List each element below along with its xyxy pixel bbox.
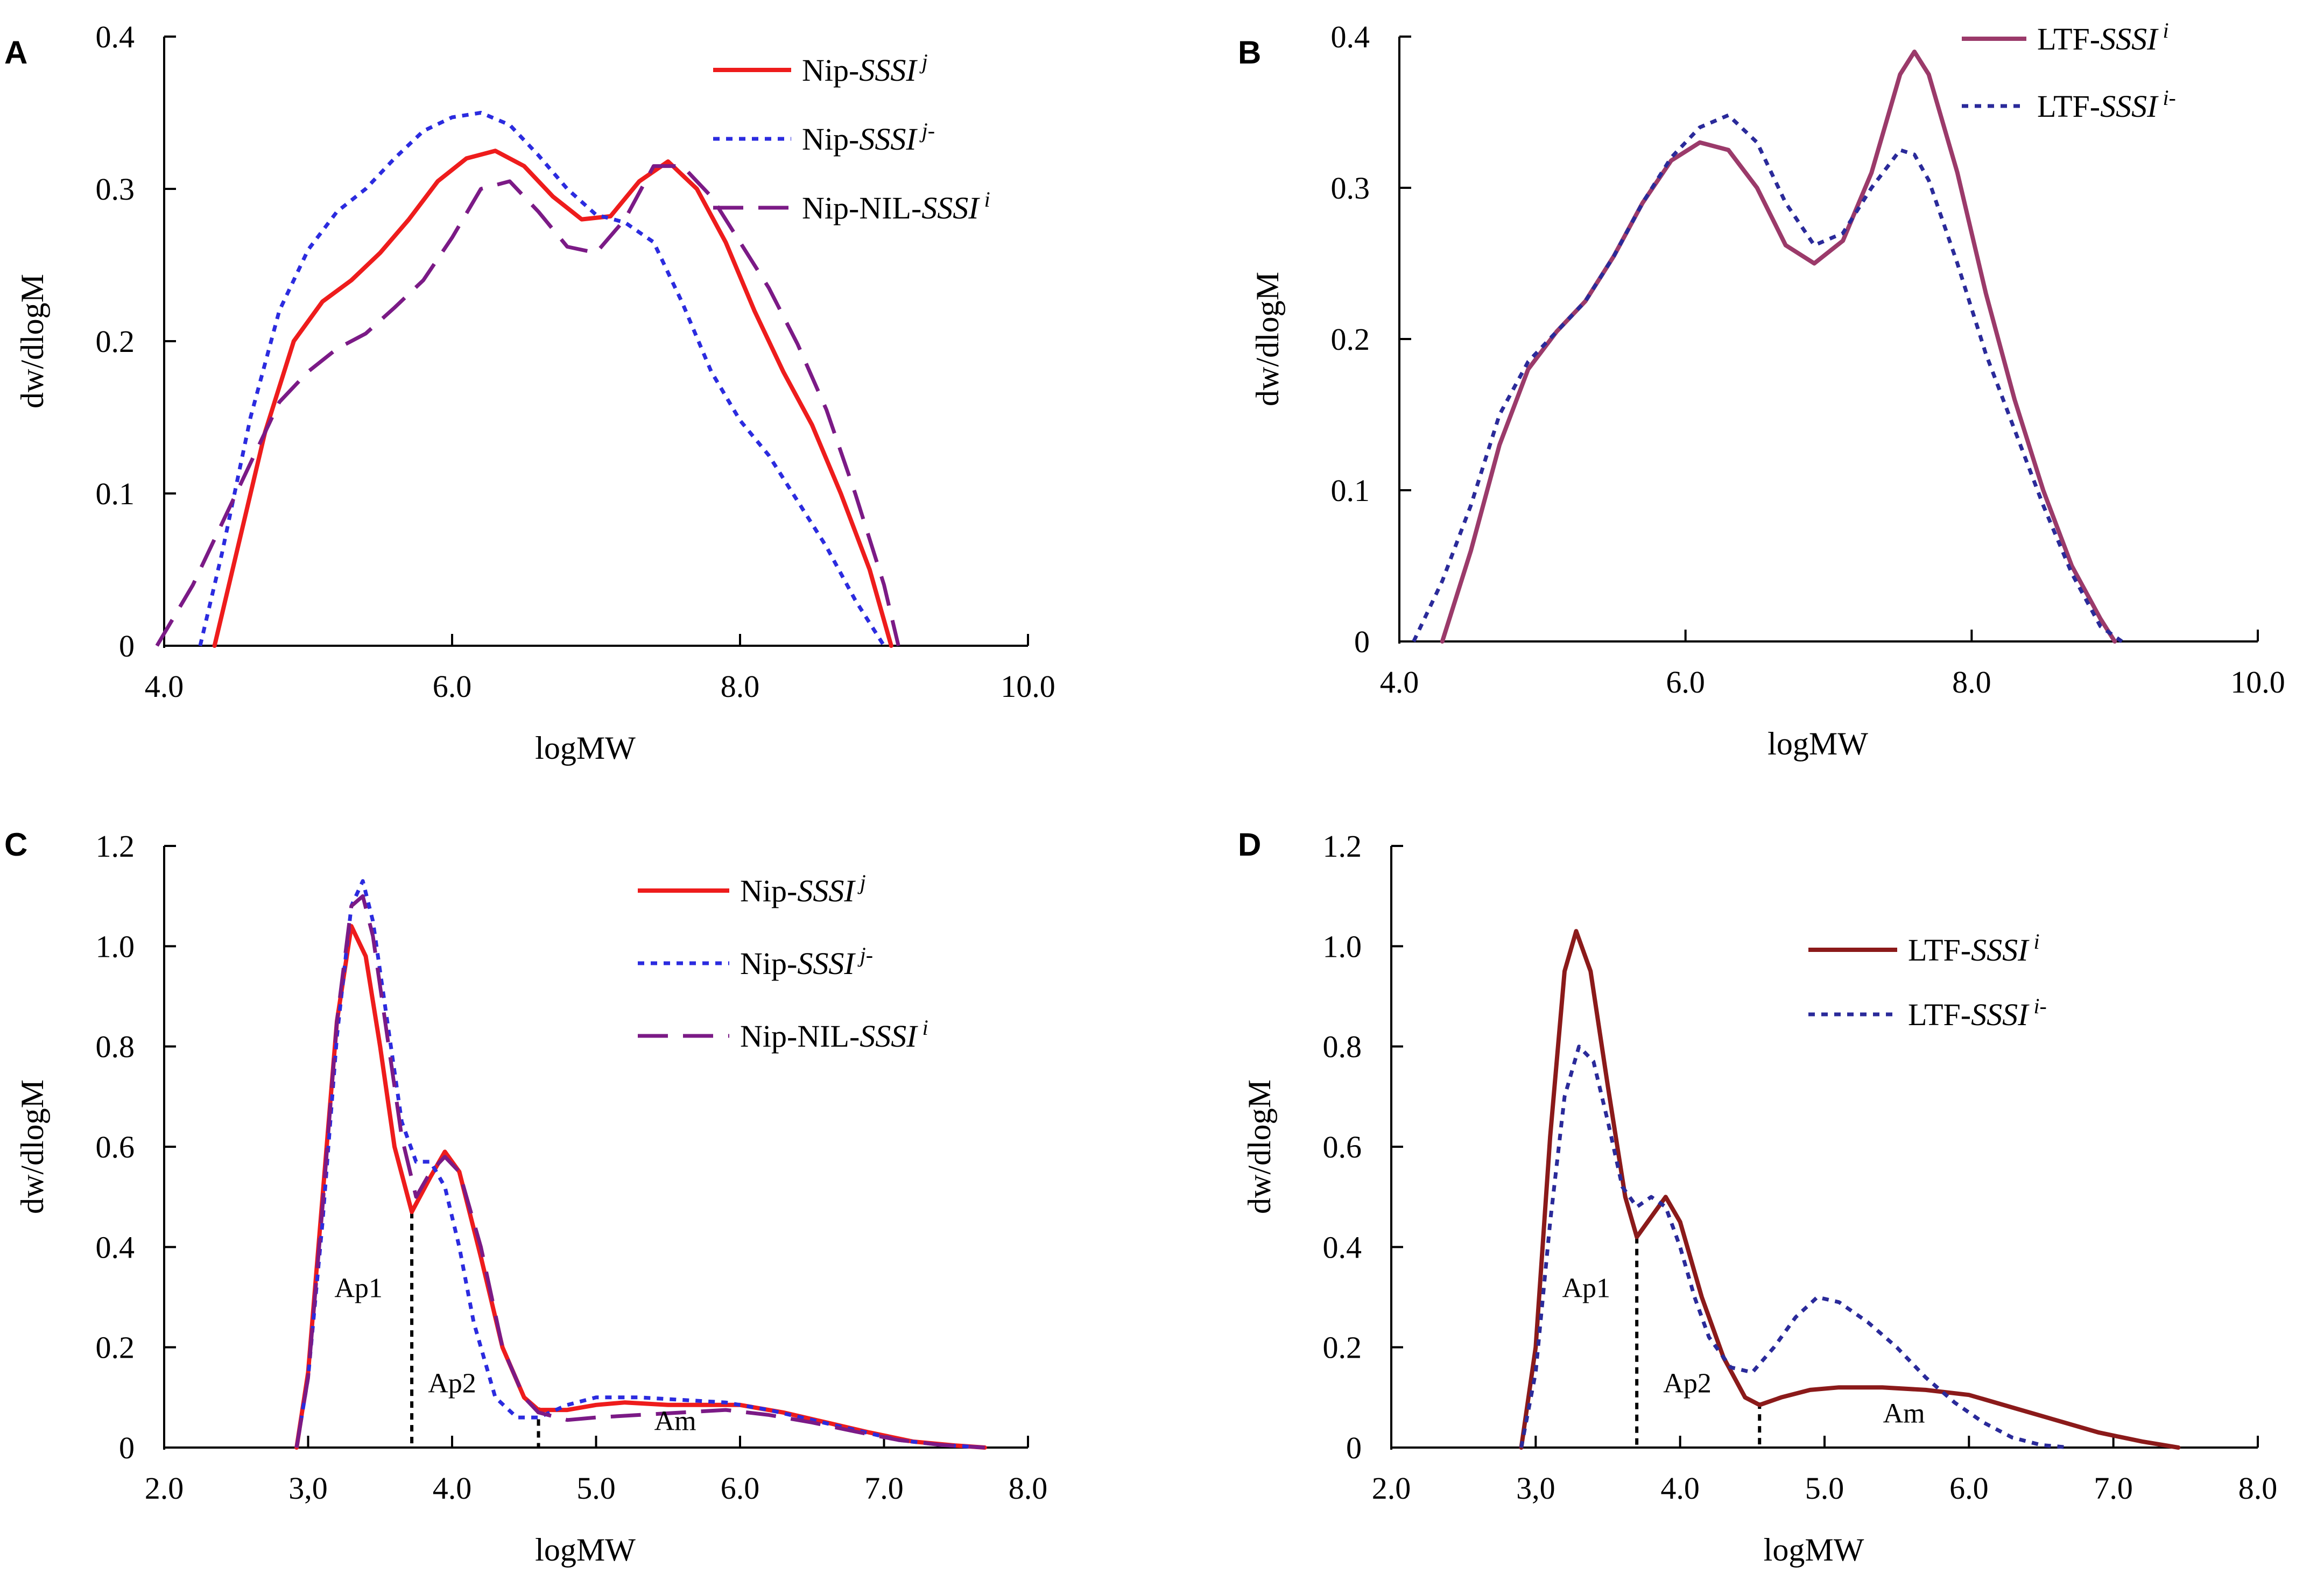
region-label: Ap2 xyxy=(1663,1368,1712,1399)
y-tick-label: 0.1 xyxy=(96,476,135,511)
series-line xyxy=(1519,1044,2071,1450)
y-tick-label: 0.4 xyxy=(96,1230,135,1265)
y-axis-label: dw/dlogM xyxy=(1242,1079,1277,1214)
y-tick-label: 1.2 xyxy=(1323,829,1362,864)
x-axis-label: logMW xyxy=(535,730,636,766)
y-tick-label: 0 xyxy=(119,629,135,664)
y-tick-label: 0.2 xyxy=(1331,322,1370,357)
y-tick-label: 0.6 xyxy=(1323,1130,1362,1165)
y-tick-label: 0 xyxy=(1354,624,1370,659)
region-label: Am xyxy=(654,1406,696,1436)
y-tick-label: 0.2 xyxy=(1323,1330,1362,1365)
panel-letter: A xyxy=(4,34,27,70)
legend-label: Nip-NIL-SSSI i xyxy=(740,1015,928,1054)
x-tick-label: 10.0 xyxy=(1001,669,1055,704)
y-tick-label: 0.6 xyxy=(96,1130,135,1165)
x-tick-label: 8.0 xyxy=(1009,1471,1048,1506)
legend-label: Nip-SSSI j xyxy=(740,870,866,908)
x-tick-label: 8.0 xyxy=(1952,665,1991,700)
y-axis-label: dw/dlogM xyxy=(1250,272,1285,406)
x-tick-label: 4.0 xyxy=(1380,665,1419,700)
series-line xyxy=(198,111,886,647)
y-tick-label: 1.2 xyxy=(96,829,135,864)
legend: Nip-SSSI j Nip-SSSI j- Nip-NIL-SSSI i xyxy=(638,870,928,1054)
y-tick-label: 0.3 xyxy=(1331,171,1370,206)
x-tick-label: 4.0 xyxy=(145,669,184,704)
legend-label: Nip-SSSI j- xyxy=(740,943,873,981)
y-tick-label: 0.8 xyxy=(1323,1029,1362,1064)
x-tick-label: 4.0 xyxy=(1660,1471,1700,1506)
region-label: Am xyxy=(1883,1398,1925,1429)
x-tick-label: 3,0 xyxy=(1516,1471,1555,1506)
panel-letter: B xyxy=(1238,34,1261,70)
region-label: Ap2 xyxy=(428,1368,476,1399)
series-line xyxy=(294,879,985,1450)
y-tick-label: 0.4 xyxy=(96,19,135,54)
x-axis-label: logMW xyxy=(1764,1532,1864,1568)
y-tick-label: 0.4 xyxy=(1323,1230,1362,1265)
x-tick-label: 5.0 xyxy=(1805,1471,1844,1506)
series-line xyxy=(1519,929,2181,1450)
legend: LTF-SSSI i LTF-SSSI i- xyxy=(1962,18,2176,124)
region-label: Ap1 xyxy=(334,1273,383,1304)
y-axis-label: dw/dlogM xyxy=(15,1079,50,1214)
legend-label: LTF-SSSI i- xyxy=(1908,994,2047,1032)
legend-label: LTF-SSSI i xyxy=(2037,18,2169,57)
series-line xyxy=(1412,113,2123,643)
x-tick-label: 8.0 xyxy=(721,669,760,704)
y-tick-label: 0.8 xyxy=(96,1029,135,1064)
y-tick-label: 0.4 xyxy=(1331,19,1370,54)
chart-panel-c: C 0 0.2 0.4 0.6 0.8 1.0 1.2 2.0 3,0 4.0 5.0 6.0 7.0 8.… xyxy=(4,827,1047,1568)
legend: Nip-SSSI j Nip-SSSI j- Nip-NIL-SSSI i xyxy=(713,50,990,225)
y-tick-label: 1.0 xyxy=(1323,929,1362,964)
y-axis-label: dw/dlogM xyxy=(15,274,50,408)
series-line xyxy=(294,894,985,1450)
x-tick-label: 8.0 xyxy=(2238,1471,2278,1506)
x-tick-label: 6.0 xyxy=(433,669,472,704)
y-tick-label: 0.3 xyxy=(96,172,135,207)
panel-letter: D xyxy=(1238,827,1261,863)
x-tick-label: 2.0 xyxy=(1372,1471,1411,1506)
series-line xyxy=(155,164,900,647)
series-line xyxy=(294,924,987,1450)
y-tick-label: 0.2 xyxy=(96,324,135,359)
x-axis-label: logMW xyxy=(535,1532,636,1568)
x-tick-label: 4.0 xyxy=(433,1471,472,1506)
legend-label: Nip-NIL-SSSI i xyxy=(802,187,990,225)
y-tick-label: 0 xyxy=(119,1430,135,1465)
legend-label: Nip-SSSI j xyxy=(802,50,928,88)
x-tick-label: 2.0 xyxy=(145,1471,184,1506)
x-tick-label: 7.0 xyxy=(864,1471,904,1506)
chart-panel-d: D 0 0.2 0.4 0.6 0.8 1.0 1.2 2.0 3,0 4.0 5.0 6.0 7.0 8.… xyxy=(1238,827,2277,1568)
x-tick-label: 5.0 xyxy=(576,1471,616,1506)
legend: LTF-SSSI i LTF-SSSI i- xyxy=(1808,929,2047,1032)
chart-panel-a: A 0 0.1 0.2 0.3 0.4 4.0 6.0 8.0 10.0 logMW dw/dlogM… xyxy=(4,19,1055,766)
panel-letter: C xyxy=(4,827,27,863)
chart-panel-b: B 0 0.1 0.2 0.3 0.4 4.0 6.0 8.0 10.0 logMW dw/dlogM… xyxy=(1238,18,2285,761)
y-tick-label: 0.1 xyxy=(1331,473,1370,508)
x-tick-label: 3,0 xyxy=(288,1471,328,1506)
series-line xyxy=(212,149,893,648)
y-tick-label: 1.0 xyxy=(96,929,135,964)
legend-label: LTF-SSSI i- xyxy=(2037,86,2176,124)
x-tick-label: 6.0 xyxy=(1666,665,1705,700)
legend-label: Nip-SSSI j- xyxy=(802,118,935,157)
x-tick-label: 7.0 xyxy=(2094,1471,2133,1506)
x-tick-label: 10.0 xyxy=(2230,665,2285,700)
x-axis-label: logMW xyxy=(1767,726,1868,761)
y-tick-label: 0.2 xyxy=(96,1330,135,1365)
region-label: Ap1 xyxy=(1562,1273,1610,1304)
x-tick-label: 6.0 xyxy=(1949,1471,1989,1506)
y-tick-label: 0 xyxy=(1346,1430,1362,1465)
legend-label: LTF-SSSI i xyxy=(1908,929,2040,968)
x-tick-label: 6.0 xyxy=(721,1471,760,1506)
